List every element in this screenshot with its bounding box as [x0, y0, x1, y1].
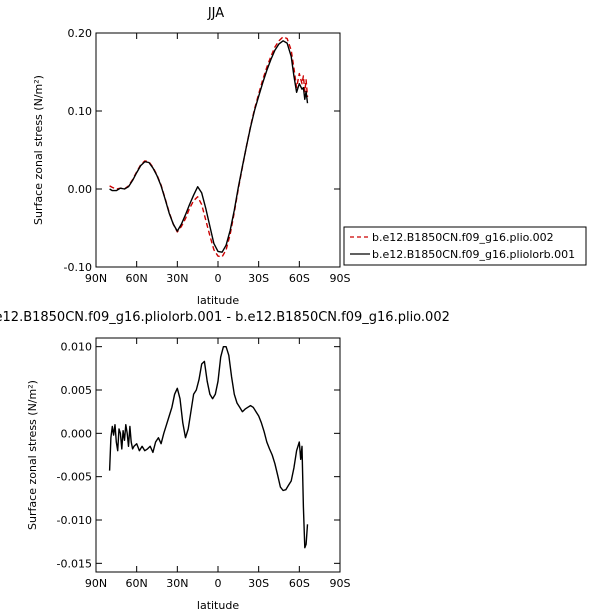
x-tick-label: 90N	[85, 577, 107, 590]
series-line-0-1	[109, 40, 309, 253]
bottom-plot-frame	[95, 337, 341, 573]
top-y-ticks: 0.20 0.10 0.00 -0.10	[64, 27, 340, 274]
bottom-x-axis-label: latitude	[197, 599, 239, 612]
top-plot-title: JJA	[207, 6, 224, 21]
bottom-x-ticks: 90N 60N 30N 0 30S 60S 90S	[85, 338, 351, 590]
bottom-series	[108, 346, 309, 549]
x-tick-label: 60N	[126, 272, 148, 285]
top-y-axis-label: Surface zonal stress (N/m²)	[32, 75, 45, 225]
top-series	[109, 36, 309, 258]
x-tick-label: 90S	[330, 577, 351, 590]
top-plot-frame	[95, 32, 341, 268]
x-tick-label: 0	[215, 577, 222, 590]
legend-box	[343, 226, 587, 266]
x-tick-label: 30N	[166, 272, 188, 285]
x-tick-label: 30N	[166, 577, 188, 590]
y-tick-label: 0.005	[61, 384, 93, 397]
legend: b.e12.B1850CN.f09_g16.plio.002 b.e12.B18…	[343, 226, 587, 266]
top-x-axis-label: latitude	[197, 294, 239, 307]
legend-label-plio: b.e12.B1850CN.f09_g16.plio.002	[372, 231, 554, 244]
y-tick-label: -0.015	[57, 557, 92, 570]
x-tick-label: 30S	[248, 272, 269, 285]
bottom-y-axis-label: Surface zonal stress (N/m²)	[26, 380, 39, 530]
y-tick-label: 0.10	[68, 105, 93, 118]
bottom-plot: b.e12.B1850CN.f09_g16.pliolorb.001 - b.e…	[0, 310, 450, 612]
x-tick-label: 90S	[330, 272, 351, 285]
series-line-1-0	[108, 346, 309, 549]
x-tick-label: 60N	[126, 577, 148, 590]
series-line-0-0	[109, 36, 309, 258]
x-tick-label: 90N	[85, 272, 107, 285]
top-plot: JJA 90N 60N 30N 0 30S 60S 90S 0.20 0.10 0.00 -0.1…	[32, 6, 351, 307]
x-tick-label: 60S	[289, 272, 310, 285]
y-tick-label: 0.000	[61, 427, 93, 440]
bottom-y-ticks: 0.010 0.005 0.000 -0.005 -0.010 -0.015	[57, 341, 340, 570]
top-x-ticks: 90N 60N 30N 0 30S 60S 90S	[85, 33, 351, 285]
x-tick-label: 30S	[248, 577, 269, 590]
y-tick-label: -0.010	[57, 514, 92, 527]
legend-label-pliolorb: b.e12.B1850CN.f09_g16.pliolorb.001	[372, 248, 575, 261]
x-tick-label: 0	[215, 272, 222, 285]
y-tick-label: -0.10	[64, 261, 92, 274]
x-tick-label: 60S	[289, 577, 310, 590]
bottom-plot-title: b.e12.B1850CN.f09_g16.pliolorb.001 - b.e…	[0, 310, 450, 325]
y-tick-label: 0.00	[68, 183, 93, 196]
y-tick-label: 0.010	[61, 341, 93, 354]
y-tick-label: 0.20	[68, 27, 93, 40]
y-tick-label: -0.005	[57, 471, 92, 484]
